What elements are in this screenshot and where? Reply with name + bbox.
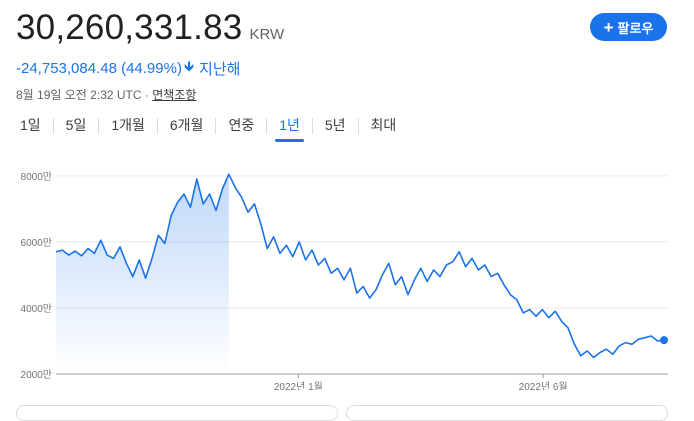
follow-button[interactable]: + 팔로우: [590, 13, 667, 41]
series-end-point: [660, 336, 668, 345]
tab-range-0[interactable]: 1일: [20, 117, 41, 133]
y-tick-label: 8000만: [21, 171, 52, 183]
tab-separator: [357, 118, 359, 134]
y-tick-label: 2000만: [21, 369, 52, 381]
tab-range-4[interactable]: 연중: [228, 117, 255, 133]
disclaimer-link[interactable]: 면책조항: [152, 88, 197, 102]
tab-range-6[interactable]: 5년: [324, 117, 346, 133]
tab-range-1[interactable]: 5일: [65, 117, 87, 133]
tab-separator: [156, 118, 158, 134]
tab-range-5[interactable]: 1년: [267, 112, 312, 142]
series-area: [56, 174, 229, 374]
x-tick-label: 2022년 1월: [274, 381, 323, 390]
arrow-down-icon: 🡻: [183, 58, 195, 74]
tab-range-3[interactable]: 6개월: [169, 117, 204, 133]
plus-icon: +: [603, 17, 614, 37]
current-price: 30,260,331.83: [16, 8, 243, 47]
currency-code: KRW: [249, 26, 285, 43]
price-change: -24,753,084.48 (44.99%) 🡻 지난해: [16, 56, 240, 80]
tab-separator: [98, 118, 100, 134]
y-tick-label: 6000만: [21, 237, 52, 249]
change-period: 지난해: [199, 60, 241, 78]
price-header: 30,260,331.83 KRW: [16, 8, 284, 48]
series-line: [55, 173, 665, 359]
range-tabs: 1일 5일 1개월 6개월 연중 1년 5년 최대: [8, 112, 408, 142]
tab-separator: [266, 118, 268, 134]
timestamp: 8월 19일 오전 2:32 UTC · 면책조항: [16, 86, 196, 103]
info-card-right: [346, 405, 668, 421]
follow-button-label: 팔로우: [617, 20, 654, 36]
y-tick-label: 4000만: [21, 303, 52, 315]
tab-separator: [52, 118, 54, 134]
tab-separator: [311, 118, 313, 134]
tab-separator: [215, 118, 217, 134]
x-tick-label: 2022년 6월: [519, 381, 568, 390]
info-card-left: [16, 405, 338, 421]
timestamp-text: 8월 19일 오전 2:32 UTC ·: [16, 88, 153, 102]
price-chart: 8000만 6000만 4000만 2000만 2022년 1월 2022년 6월: [21, 171, 668, 390]
change-value: -24,753,084.48 (44.99%): [16, 59, 182, 77]
tab-range-7[interactable]: 최대: [370, 117, 397, 133]
tab-range-2[interactable]: 1개월: [111, 117, 145, 133]
